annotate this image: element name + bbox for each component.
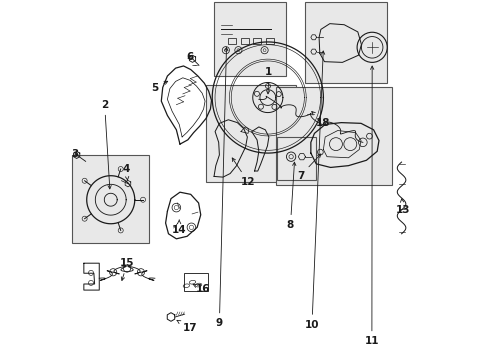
Text: 16: 16: [193, 284, 210, 294]
Text: 2: 2: [101, 100, 111, 189]
Text: 18: 18: [311, 112, 330, 128]
Bar: [276, 87, 391, 185]
Text: 5: 5: [151, 81, 167, 93]
Bar: [241, 39, 248, 44]
Bar: [228, 39, 236, 44]
Text: 1: 1: [265, 67, 272, 94]
Text: 3: 3: [72, 149, 79, 159]
Bar: [265, 39, 273, 44]
Text: 12: 12: [232, 158, 255, 187]
Bar: [276, 137, 316, 180]
Text: 9: 9: [215, 48, 227, 328]
Bar: [206, 85, 296, 182]
Text: 4: 4: [122, 164, 130, 180]
Bar: [253, 39, 261, 44]
Text: 10: 10: [304, 51, 324, 330]
Text: 7: 7: [296, 154, 320, 181]
Text: 14: 14: [171, 220, 186, 235]
Text: 8: 8: [286, 162, 295, 230]
Text: 13: 13: [395, 199, 409, 216]
Bar: [183, 273, 207, 291]
Text: 15: 15: [120, 258, 134, 280]
Text: 6: 6: [185, 52, 193, 62]
Text: 17: 17: [177, 320, 197, 333]
Bar: [214, 3, 285, 76]
Text: 11: 11: [364, 66, 378, 346]
Bar: [72, 155, 148, 243]
Bar: [304, 3, 386, 83]
